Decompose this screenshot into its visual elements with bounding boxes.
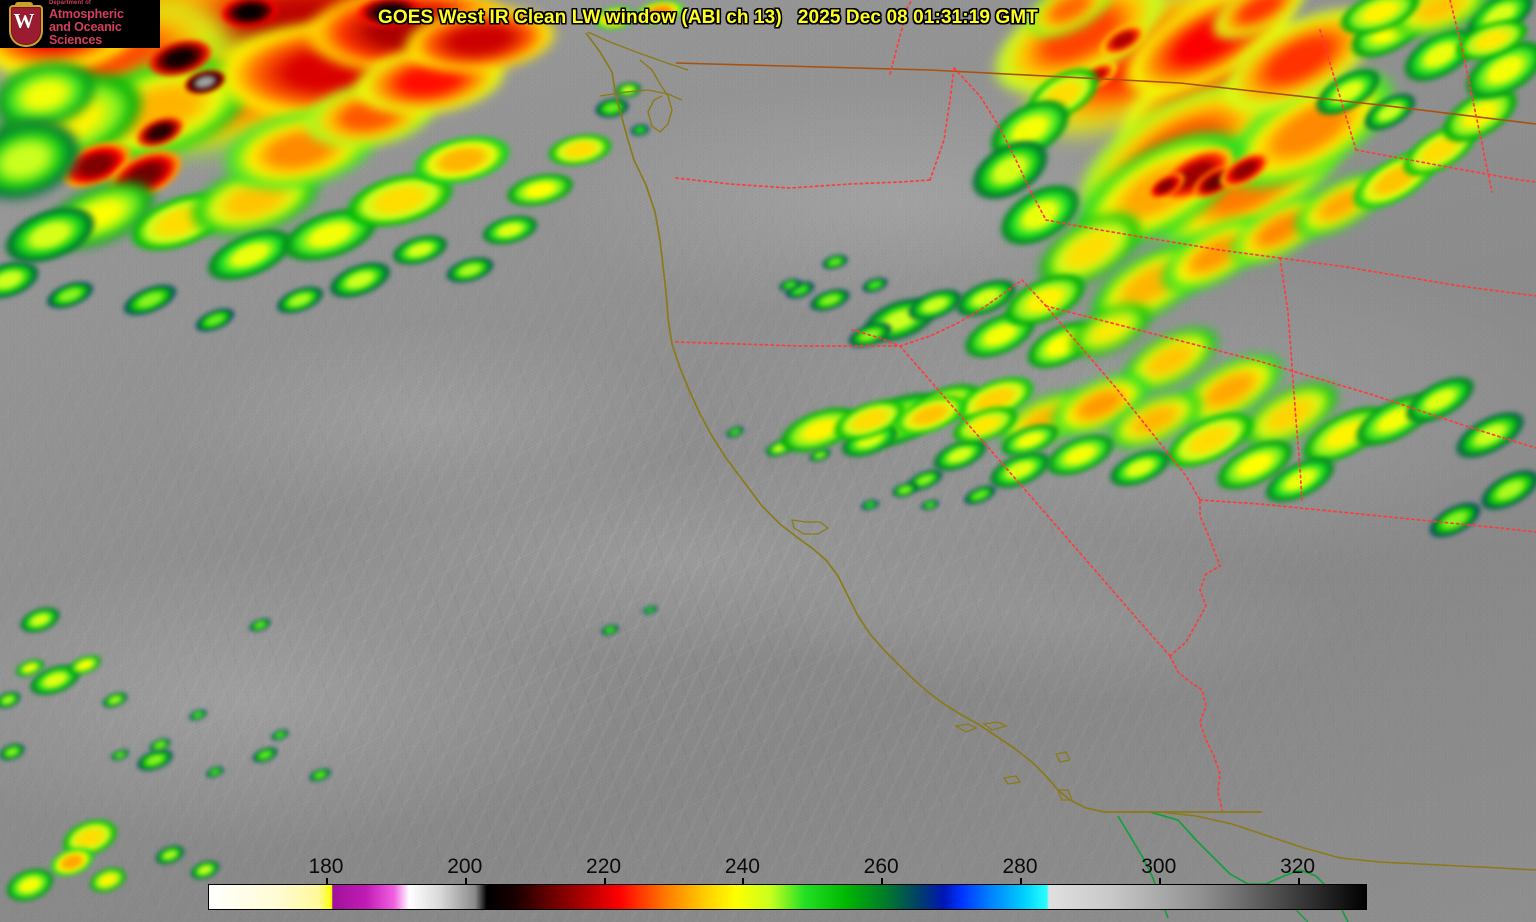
colorbar-tick [1297,878,1300,885]
colorbar-tick-label: 220 [586,855,622,878]
border-prairie-line [1355,149,1536,183]
border-or-nv-id [899,279,1023,347]
logo-line-1: Atmospheric [49,6,124,21]
uw-crest-icon: W [4,2,44,47]
crest-shield [9,5,43,47]
us-state-borders [675,0,1536,811]
colorbar-tick-label: 200 [447,855,483,878]
border-or-ca [675,341,901,347]
colorbar-tick-label: 280 [1002,855,1038,878]
logo-department-line: Department of [49,0,91,7]
border-nw-canada-dotted [889,0,913,75]
border-ut-az [1199,499,1536,533]
colorbar-tick-label: 240 [724,855,760,878]
colorbar-tick [603,878,606,885]
border-ca-nv-diagonal [899,345,1171,657]
colorbar-gradient [208,884,1367,910]
coastline-pacific-northwest [585,32,799,539]
border-nv-internal [1045,305,1536,449]
page-title: GOES West IR Clean LW window (ABI ch 13)… [378,7,1038,28]
colorbar-tick-label: 320 [1280,855,1316,878]
border-id-wy [1045,219,1281,259]
logo-text: Department of Atmospheric and Oceanic Sc… [49,0,160,47]
strait-juan-de-fuca [599,89,683,101]
border-id-mt [953,67,1047,221]
crest-letter: W [13,9,35,33]
border-or-id-south [851,329,901,347]
colorbar-ticks [208,878,1367,885]
colorbar-tick [325,878,328,885]
vancouver-island [587,31,689,71]
border-wa-or [675,177,931,189]
border-or-id-north [929,67,955,181]
puget-sound-detail [639,59,673,133]
border-us-mexico-olive [1124,811,1536,871]
border-mt-wy-north [1279,257,1536,297]
border-nv-ut [1021,279,1201,501]
logo-line-2: and Oceanic Sciences [49,20,122,48]
canada-border [675,62,1536,125]
coastline-california [797,537,1262,813]
border-bc-interior [1449,0,1493,193]
border-ca-az-colorado-river [1169,655,1223,811]
san-francisco-bay [791,519,830,535]
colorbar-tick-label: 300 [1141,855,1177,878]
colorbar-tick [464,878,467,885]
border-nv-az [1169,499,1222,657]
colorbar-tick-label: 180 [308,855,344,878]
colorbar-tick [881,878,884,885]
border-bc-ab [1319,29,1357,151]
colorbar-tick [1158,878,1161,885]
colorbar-tick [742,878,745,885]
border-wy-ut-co [1279,257,1303,501]
uw-aos-logo: W Department of Atmospheric and Oceanic … [0,0,160,48]
colorbar [208,884,1367,910]
colorbar-tick [1019,878,1022,885]
colorbar-tick-label: 260 [863,855,899,878]
channel-islands [954,721,1073,801]
